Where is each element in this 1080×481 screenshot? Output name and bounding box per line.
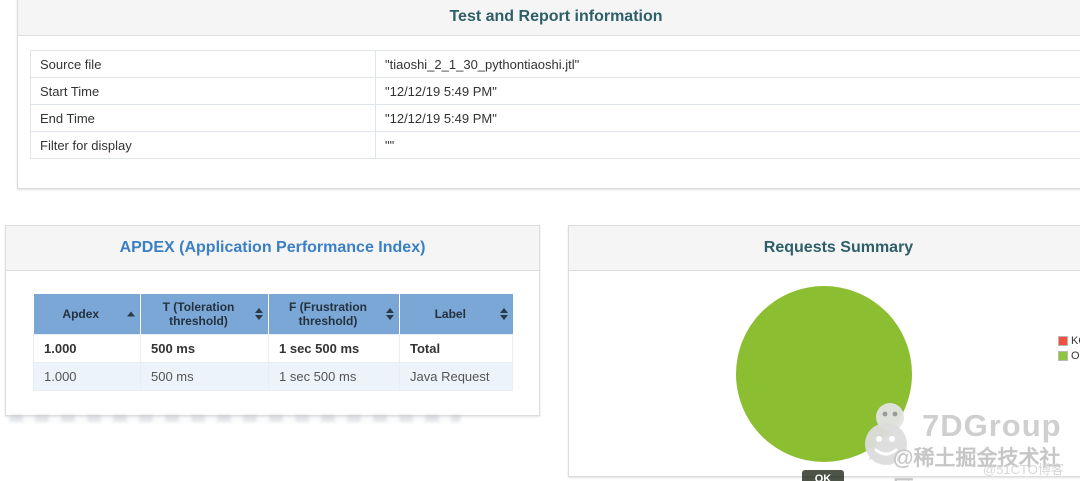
pie-label-status: OK <box>814 473 832 481</box>
sort-both-icon[interactable] <box>386 307 394 320</box>
column-header-apdex[interactable]: Apdex <box>33 294 141 334</box>
ko-color-swatch <box>1058 335 1068 346</box>
label-cell: Total <box>399 333 513 363</box>
column-header-label: T (Toleration threshold) <box>162 299 235 328</box>
sort-asc-icon[interactable] <box>127 311 135 317</box>
table-row: 1.000 500 ms 1 sec 500 ms Total <box>33 333 513 363</box>
apdex-panel: APDEX (Application Performance Index) Ap… <box>5 225 540 422</box>
column-header-toleration[interactable]: T (Toleration threshold) <box>140 294 269 334</box>
legend-item-ko[interactable]: KO <box>1058 333 1080 348</box>
info-row-value: "12/12/19 5:49 PM" <box>375 77 1080 105</box>
table-row: Start Time "12/12/19 5:49 PM" <box>30 77 1080 105</box>
toleration-cell: 500 ms <box>140 361 269 391</box>
label-cell: Java Request <box>399 361 513 391</box>
frustration-cell: 1 sec 500 ms <box>268 333 400 363</box>
ok-color-swatch <box>1058 350 1068 361</box>
info-row-label: End Time <box>30 104 376 132</box>
apdex-value-cell: 1.000 <box>33 361 141 391</box>
info-row-label: Filter for display <box>30 131 376 159</box>
chart-legend: KO OK <box>1058 333 1080 363</box>
apdex-value-cell: 1.000 <box>33 333 141 363</box>
ghost-watermark-strip <box>9 415 461 422</box>
table-row: Filter for display "" <box>30 131 1080 159</box>
info-row-value: "" <box>375 131 1080 159</box>
test-report-info-title: Test and Report information <box>449 8 663 25</box>
info-row-label: Start Time <box>30 77 376 105</box>
requests-pie-chart[interactable] <box>736 286 912 462</box>
legend-label: OK <box>1071 349 1080 362</box>
column-header-label-col[interactable]: Label <box>399 294 513 334</box>
test-report-info-header: Test and Report information <box>18 0 1080 36</box>
sort-both-icon[interactable] <box>255 307 263 320</box>
requests-summary-panel: Requests Summary OK 100% KO OK <box>568 225 1080 481</box>
column-header-label: Label <box>434 306 466 321</box>
info-row-value: "12/12/19 5:49 PM" <box>375 104 1080 132</box>
apdex-table: Apdex T (Toleration threshold) F (Frustr… <box>33 294 513 391</box>
apdex-header-row: Apdex T (Toleration threshold) F (Frustr… <box>33 294 513 334</box>
column-header-label: Apdex <box>62 306 100 321</box>
test-report-info-table: Source file "tiaoshi_2_1_30_pythontiaosh… <box>30 50 1080 159</box>
requests-summary-body: OK 100% KO OK <box>569 271 1080 481</box>
table-row: Source file "tiaoshi_2_1_30_pythontiaosh… <box>30 50 1080 78</box>
requests-summary-header: Requests Summary <box>569 226 1080 271</box>
requests-summary-title: Requests Summary <box>763 239 914 256</box>
test-report-info-panel: Test and Report information Source file … <box>17 0 1080 189</box>
table-row: End Time "12/12/19 5:49 PM" <box>30 104 1080 132</box>
apdex-title: APDEX (Application Performance Index) <box>119 239 426 256</box>
legend-item-ok[interactable]: OK <box>1058 348 1080 363</box>
pie-data-label: OK 100% <box>802 470 844 481</box>
sort-both-icon[interactable] <box>499 307 508 320</box>
table-row: 1.000 500 ms 1 sec 500 ms Java Request <box>33 361 513 391</box>
test-report-info-body: Source file "tiaoshi_2_1_30_pythontiaosh… <box>18 36 1080 159</box>
apdex-body: Apdex T (Toleration threshold) F (Frustr… <box>6 271 539 422</box>
column-header-frustration[interactable]: F (Frustration threshold) <box>268 294 400 334</box>
apdex-header: APDEX (Application Performance Index) <box>6 226 539 271</box>
info-row-value: "tiaoshi_2_1_30_pythontiaoshi.jtl" <box>375 50 1080 78</box>
frustration-cell: 1 sec 500 ms <box>268 361 400 391</box>
info-row-label: Source file <box>30 50 376 78</box>
legend-label: KO <box>1071 334 1080 347</box>
toleration-cell: 500 ms <box>140 333 269 363</box>
column-header-label: F (Frustration threshold) <box>289 299 367 328</box>
